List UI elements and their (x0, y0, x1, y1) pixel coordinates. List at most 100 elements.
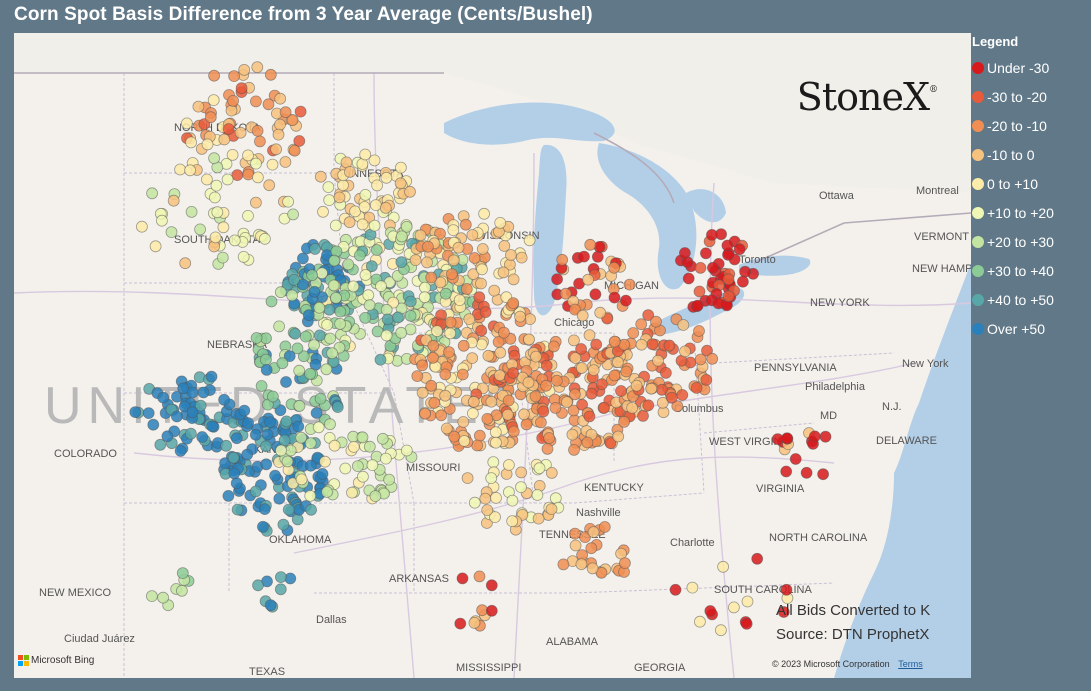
basis-point[interactable] (351, 460, 364, 473)
basis-point[interactable] (540, 379, 552, 392)
basis-point[interactable] (227, 451, 240, 464)
basis-point[interactable] (485, 604, 498, 617)
basis-point[interactable] (260, 363, 273, 376)
basis-point[interactable] (200, 173, 213, 186)
basis-point[interactable] (235, 82, 248, 95)
basis-point[interactable] (237, 250, 250, 263)
basis-point[interactable] (591, 250, 604, 263)
basis-point[interactable] (185, 136, 198, 149)
basis-point[interactable] (494, 346, 507, 359)
basis-point[interactable] (490, 491, 502, 504)
basis-point[interactable] (249, 95, 262, 108)
basis-point[interactable] (218, 393, 231, 406)
basis-point[interactable] (694, 261, 707, 274)
basis-point[interactable] (226, 149, 239, 161)
basis-point[interactable] (291, 342, 304, 355)
basis-point[interactable] (428, 396, 441, 409)
basis-point[interactable] (322, 181, 335, 194)
basis-point[interactable] (620, 294, 632, 307)
basis-point[interactable] (435, 409, 448, 422)
basis-point[interactable] (228, 467, 241, 480)
basis-point[interactable] (328, 254, 341, 267)
bing-attribution[interactable]: Microsoft Bing (18, 655, 94, 666)
basis-point[interactable] (356, 431, 369, 444)
basis-point[interactable] (319, 455, 331, 468)
basis-point[interactable] (274, 92, 287, 105)
basis-point[interactable] (293, 364, 306, 377)
basis-point[interactable] (201, 138, 214, 151)
basis-point[interactable] (679, 345, 691, 358)
basis-point[interactable] (324, 418, 336, 431)
basis-point[interactable] (380, 329, 393, 342)
basis-point[interactable] (615, 385, 627, 397)
basis-point[interactable] (174, 163, 187, 176)
basis-point[interactable] (612, 356, 624, 369)
basis-point[interactable] (283, 350, 296, 363)
basis-point[interactable] (642, 399, 655, 412)
basis-point[interactable] (501, 408, 514, 421)
basis-point[interactable] (230, 477, 243, 490)
basis-point[interactable] (289, 327, 302, 340)
basis-point[interactable] (250, 332, 263, 344)
basis-point[interactable] (278, 434, 291, 447)
basis-point[interactable] (256, 520, 269, 533)
basis-point[interactable] (363, 440, 376, 453)
basis-point[interactable] (468, 252, 481, 264)
basis-point[interactable] (800, 466, 813, 479)
basis-point[interactable] (581, 436, 594, 449)
basis-point[interactable] (502, 394, 515, 407)
basis-point[interactable] (358, 201, 371, 213)
basis-point[interactable] (515, 481, 527, 494)
basis-point[interactable] (707, 261, 719, 274)
basis-point[interactable] (316, 267, 328, 280)
basis-point[interactable] (154, 438, 167, 451)
basis-point[interactable] (186, 406, 199, 419)
basis-point[interactable] (323, 303, 336, 316)
basis-point[interactable] (194, 399, 207, 412)
basis-point[interactable] (142, 407, 155, 420)
basis-point[interactable] (414, 229, 427, 242)
basis-point[interactable] (652, 354, 664, 367)
basis-point[interactable] (175, 584, 188, 597)
basis-point[interactable] (587, 526, 600, 539)
basis-point[interactable] (463, 313, 476, 326)
basis-point[interactable] (529, 390, 542, 403)
basis-point[interactable] (274, 118, 286, 131)
basis-point[interactable] (249, 485, 262, 498)
basis-point[interactable] (274, 571, 287, 583)
basis-point[interactable] (532, 512, 545, 525)
basis-point[interactable] (249, 196, 262, 209)
basis-point[interactable] (679, 247, 691, 259)
basis-point[interactable] (612, 430, 625, 443)
basis-point[interactable] (228, 70, 241, 82)
basis-point[interactable] (356, 218, 369, 231)
basis-point[interactable] (255, 380, 268, 392)
basis-point[interactable] (665, 391, 678, 404)
basis-point[interactable] (700, 247, 712, 260)
basis-point[interactable] (589, 288, 602, 301)
basis-point[interactable] (694, 353, 707, 366)
basis-point[interactable] (170, 410, 183, 423)
basis-point[interactable] (444, 327, 457, 340)
basis-point[interactable] (608, 291, 621, 304)
basis-point[interactable] (439, 287, 452, 300)
basis-point[interactable] (497, 326, 510, 339)
basis-point[interactable] (242, 417, 255, 430)
basis-point[interactable] (304, 437, 317, 450)
basis-point[interactable] (370, 244, 383, 256)
basis-point[interactable] (434, 276, 447, 289)
legend-item[interactable]: +40 to +50 (972, 285, 1089, 314)
basis-point[interactable] (329, 219, 342, 232)
basis-point[interactable] (353, 249, 366, 262)
basis-point[interactable] (309, 243, 321, 255)
basis-point[interactable] (590, 338, 603, 351)
basis-point[interactable] (313, 301, 326, 314)
basis-point[interactable] (252, 579, 264, 592)
basis-point[interactable] (330, 291, 342, 304)
basis-point[interactable] (569, 388, 581, 401)
basis-point[interactable] (637, 409, 649, 422)
basis-point[interactable] (706, 352, 719, 365)
basis-point[interactable] (700, 373, 713, 386)
basis-point[interactable] (369, 199, 382, 212)
basis-point[interactable] (627, 327, 640, 339)
